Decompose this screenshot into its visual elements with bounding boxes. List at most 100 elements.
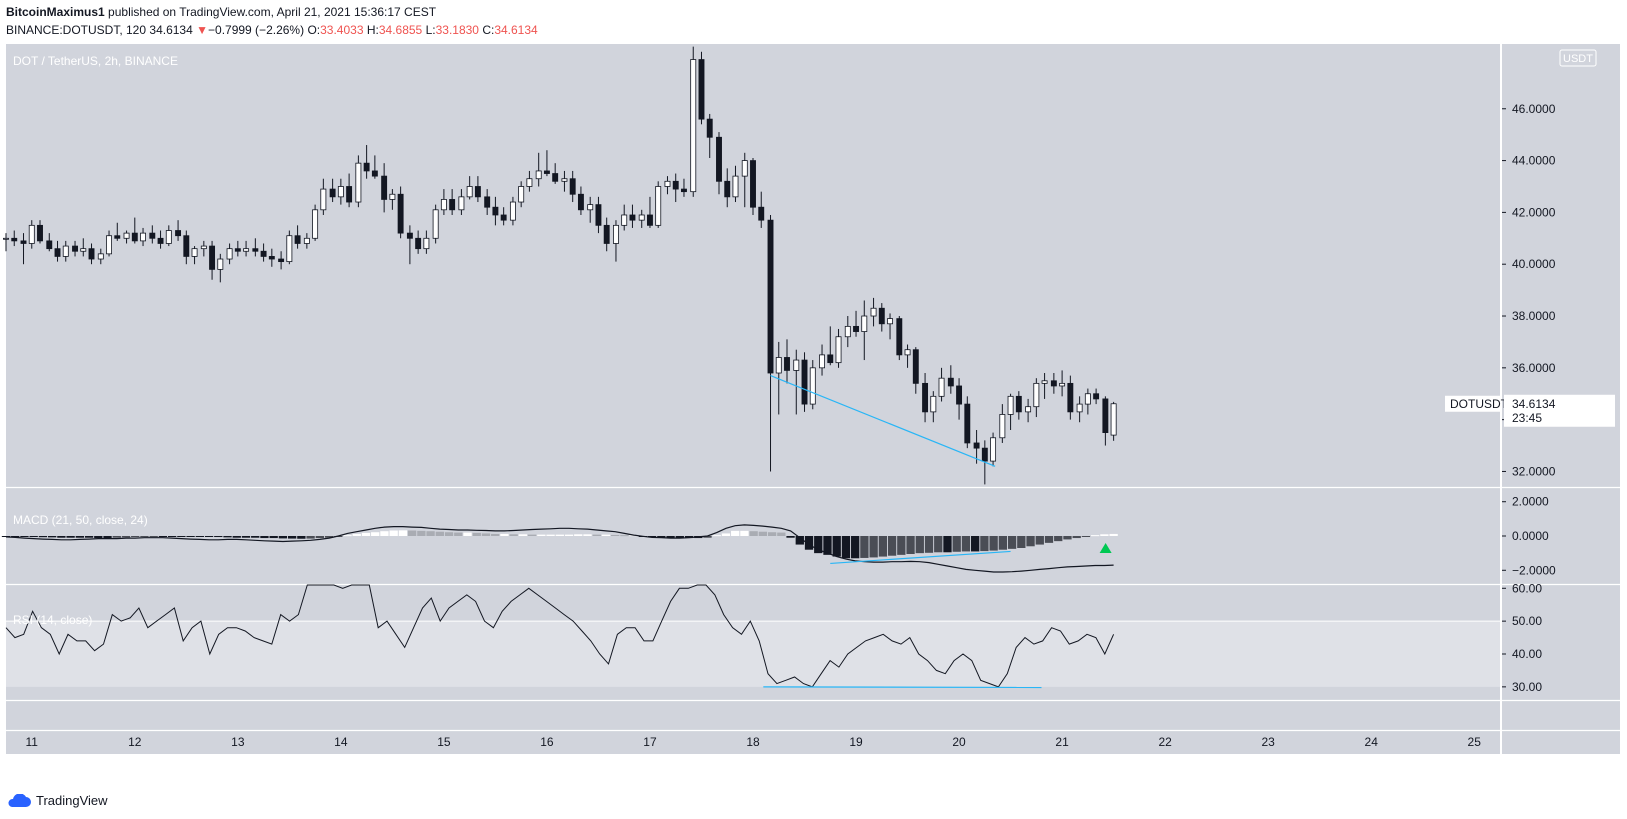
candle-up xyxy=(561,178,568,182)
candle-up xyxy=(509,201,516,221)
candle-down xyxy=(698,59,705,120)
candle-down xyxy=(406,232,413,239)
candle-up xyxy=(518,186,525,203)
macd-hist-bar xyxy=(961,536,971,552)
x-tick-label: 11 xyxy=(26,735,39,749)
macd-hist-bar xyxy=(832,536,841,557)
macd-tick-label: −2.0000 xyxy=(1512,563,1556,577)
candle-up xyxy=(1084,393,1091,405)
candle-up xyxy=(320,188,327,211)
tradingview-logo[interactable]: TradingView xyxy=(6,793,108,808)
macd-hist-bar xyxy=(149,536,158,537)
candle-down xyxy=(853,325,859,332)
x-tick-label: 16 xyxy=(540,735,554,749)
candle-down xyxy=(363,162,370,172)
candle-up xyxy=(62,245,69,257)
macd-hist-bar xyxy=(29,536,38,538)
symbol-label: DOTUSDT xyxy=(1450,397,1509,411)
y-tick-label: 36.0000 xyxy=(1512,361,1556,375)
macd-hist-bar xyxy=(1017,536,1026,548)
macd-hist-bar xyxy=(75,536,84,538)
macd-hist-bar xyxy=(509,534,518,536)
macd-hist-bar xyxy=(777,532,786,536)
candle-up xyxy=(844,325,851,338)
candle-down xyxy=(827,354,834,364)
macd-hist-bar xyxy=(177,536,186,537)
macd-hist-bar xyxy=(435,531,444,536)
candle-up xyxy=(97,253,104,260)
candle-up xyxy=(887,318,893,325)
macd-hist-bar xyxy=(749,531,758,536)
macd-hist-bar xyxy=(897,536,906,555)
candle-down xyxy=(647,214,653,226)
candle-down xyxy=(131,232,138,242)
rsi-band xyxy=(6,621,1500,687)
macd-hist-bar xyxy=(564,534,574,536)
macd-hist-bar xyxy=(47,536,57,538)
x-tick-label: 12 xyxy=(128,735,142,749)
macd-hist-bar xyxy=(758,531,768,536)
macd-hist-bar xyxy=(1063,536,1072,540)
candle-down xyxy=(1102,398,1109,433)
candle-up xyxy=(793,359,800,371)
candle-up xyxy=(526,178,533,187)
candle-down xyxy=(474,186,481,198)
candle-up xyxy=(930,395,937,413)
candle-down xyxy=(175,230,182,237)
macd-hist-bar xyxy=(869,536,878,558)
candle-up xyxy=(226,248,233,260)
macd-hist-bar xyxy=(260,536,269,539)
x-tick-label: 17 xyxy=(643,735,657,749)
macd-hist-bar xyxy=(1007,536,1017,549)
x-tick-label: 24 xyxy=(1365,735,1379,749)
macd-hist-bar xyxy=(500,533,509,536)
macd-hist-bar xyxy=(269,536,278,539)
rsi-tick-label: 30.00 xyxy=(1512,680,1542,694)
macd-hist-bar xyxy=(989,536,998,551)
change-arrow-icon: ▼ xyxy=(196,23,209,37)
x-tick-label: 20 xyxy=(952,735,966,749)
candle-down xyxy=(629,214,636,221)
macd-hist-bar xyxy=(934,536,943,553)
currency-badge xyxy=(1559,49,1597,67)
macd-hist-bar xyxy=(1081,536,1091,537)
macd-hist-bar xyxy=(1,536,11,537)
candle-down xyxy=(922,382,929,413)
macd-hist-bar xyxy=(1109,533,1118,536)
candle-up xyxy=(535,170,542,180)
macd-hist-bar xyxy=(546,534,555,536)
candle-up xyxy=(1059,382,1066,387)
bar-countdown: 23:45 xyxy=(1512,411,1542,425)
macd-hist-bar xyxy=(814,536,823,554)
candle-up xyxy=(870,307,877,317)
macd-hist-bar xyxy=(352,533,361,536)
candle-down xyxy=(183,235,190,257)
high-value: 34.6855 xyxy=(378,23,423,37)
macd-hist-bar xyxy=(223,536,232,538)
candle-down xyxy=(706,118,713,138)
candle-down xyxy=(260,250,267,257)
candle-down xyxy=(552,173,559,182)
macd-hist-bar xyxy=(860,536,869,558)
candle-up xyxy=(1041,380,1048,384)
y-tick-label: 46.0000 xyxy=(1512,102,1556,116)
candle-up xyxy=(1007,395,1014,415)
macd-hist-bar xyxy=(84,536,94,538)
macd-hist-bar xyxy=(131,536,140,537)
candle-up xyxy=(165,230,172,244)
rsi-line xyxy=(5,584,1115,688)
rsi-tick-label: 40.00 xyxy=(1512,647,1542,661)
candle-up xyxy=(1025,406,1032,413)
candle-up xyxy=(861,315,868,332)
candle-down xyxy=(449,199,456,211)
macd-hist-bar xyxy=(684,536,694,539)
macd-hist-bar xyxy=(527,534,537,536)
publish-header: BitcoinMaximus1 published on TradingView… xyxy=(6,5,436,19)
time-axis-bg xyxy=(6,730,1500,754)
author-name[interactable]: BitcoinMaximus1 xyxy=(6,5,105,19)
low-label: L: xyxy=(425,23,436,37)
macd-hist-bar xyxy=(906,536,915,554)
bullish-signal-icon xyxy=(1099,543,1112,553)
macd-hist-bar xyxy=(804,536,814,550)
